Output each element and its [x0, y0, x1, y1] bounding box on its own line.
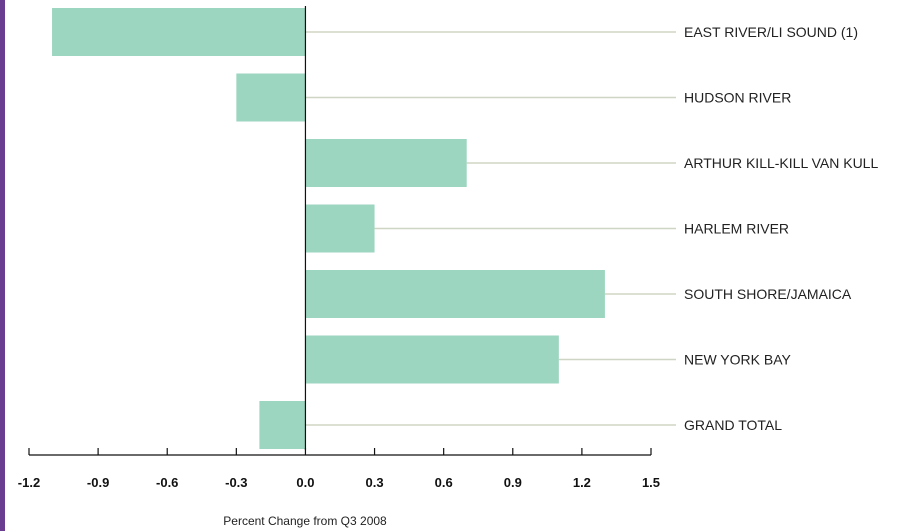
bar	[305, 204, 375, 253]
bar	[305, 335, 559, 384]
category-label: HUDSON RIVER	[684, 90, 791, 106]
x-axis-label: Percent Change from Q3 2008	[223, 514, 387, 528]
left-accent-stripe	[0, 0, 5, 531]
leader-lines	[305, 31, 676, 426]
category-label: HARLEM RIVER	[684, 221, 789, 237]
x-tick-label: 0.3	[366, 475, 384, 490]
x-tick-label: -0.9	[87, 475, 109, 490]
x-tick-label: 0.9	[504, 475, 522, 490]
bar	[236, 73, 306, 122]
x-tick-label: -1.2	[18, 475, 40, 490]
bar	[52, 8, 306, 56]
category-label: NEW YORK BAY	[684, 352, 792, 368]
x-tick-label: -0.3	[225, 475, 247, 490]
bars	[52, 8, 605, 449]
x-tick-label: 0.6	[435, 475, 453, 490]
x-tick-label: 0.0	[296, 475, 314, 490]
bar	[259, 401, 306, 449]
x-tick-label: -0.6	[156, 475, 178, 490]
category-label: ARTHUR KILL-KILL VAN KULL	[684, 155, 878, 171]
x-tick-label: 1.5	[642, 475, 660, 490]
category-labels: EAST RIVER/LI SOUND (1) HUDSON RIVER ARTHU…	[684, 24, 878, 433]
bar	[305, 270, 605, 318]
x-tick-label: 1.2	[573, 475, 591, 490]
x-ticks: -1.2 -0.9 -0.6 -0.3 0.0 0.3 0.6 0.9 1.2 1.5	[18, 448, 660, 490]
category-label: SOUTH SHORE/JAMAICA	[684, 286, 852, 302]
axes	[29, 6, 651, 456]
bar	[305, 139, 467, 187]
category-label: EAST RIVER/LI SOUND (1)	[684, 24, 858, 40]
category-label: GRAND TOTAL	[684, 417, 782, 433]
